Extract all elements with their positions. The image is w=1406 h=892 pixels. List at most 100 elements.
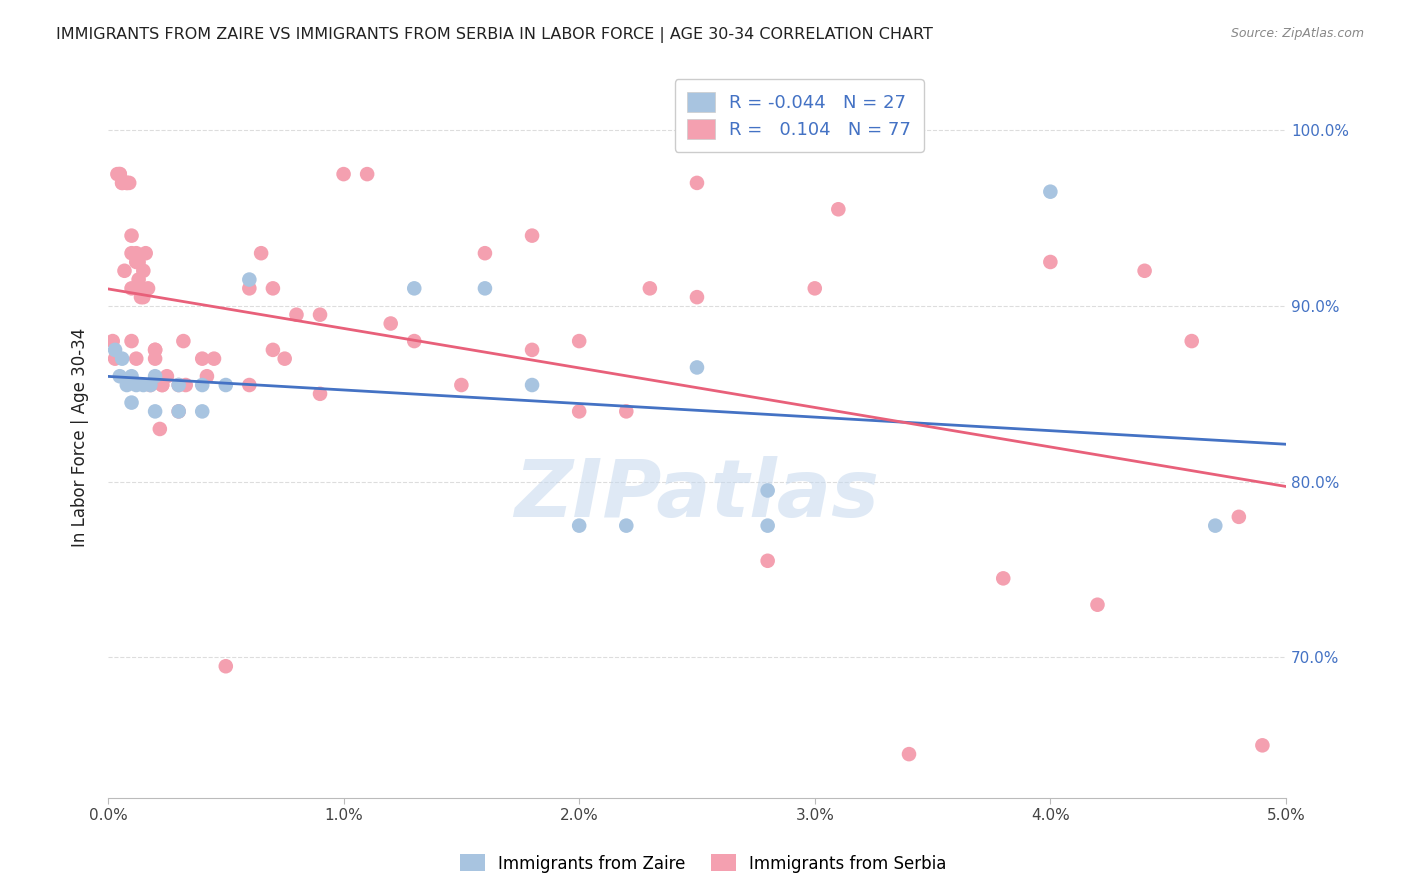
- Point: [238, 272, 260, 286]
- Point: [104, 351, 127, 366]
- Point: [149, 422, 172, 436]
- Point: [614, 518, 637, 533]
- Point: [139, 378, 162, 392]
- Point: [756, 554, 779, 568]
- Point: [125, 351, 148, 366]
- Point: [1204, 518, 1226, 533]
- Point: [129, 290, 152, 304]
- Point: [332, 167, 354, 181]
- Point: [404, 334, 426, 348]
- Point: [125, 255, 148, 269]
- Point: [474, 246, 496, 260]
- Point: [1181, 334, 1204, 348]
- Point: [380, 317, 402, 331]
- Point: [150, 378, 173, 392]
- Point: [143, 369, 166, 384]
- Point: [568, 404, 591, 418]
- Point: [121, 395, 143, 409]
- Point: [132, 264, 155, 278]
- Point: [614, 404, 637, 418]
- Legend: Immigrants from Zaire, Immigrants from Serbia: Immigrants from Zaire, Immigrants from S…: [453, 847, 953, 880]
- Point: [128, 272, 150, 286]
- Point: [167, 404, 190, 418]
- Point: [262, 281, 284, 295]
- Point: [756, 483, 779, 498]
- Point: [143, 351, 166, 366]
- Point: [568, 518, 591, 533]
- Point: [568, 334, 591, 348]
- Point: [101, 334, 124, 348]
- Point: [136, 281, 159, 295]
- Point: [1087, 598, 1109, 612]
- Point: [1227, 509, 1250, 524]
- Point: [121, 281, 143, 295]
- Point: [898, 747, 921, 761]
- Text: Source: ZipAtlas.com: Source: ZipAtlas.com: [1230, 27, 1364, 40]
- Point: [215, 659, 238, 673]
- Point: [114, 264, 136, 278]
- Point: [115, 378, 138, 392]
- Point: [250, 246, 273, 260]
- Point: [115, 176, 138, 190]
- Point: [128, 281, 150, 295]
- Point: [273, 351, 295, 366]
- Text: IMMIGRANTS FROM ZAIRE VS IMMIGRANTS FROM SERBIA IN LABOR FORCE | AGE 30-34 CORRE: IMMIGRANTS FROM ZAIRE VS IMMIGRANTS FROM…: [56, 27, 934, 43]
- Point: [1039, 185, 1062, 199]
- Point: [132, 290, 155, 304]
- Point: [125, 378, 148, 392]
- Point: [1251, 739, 1274, 753]
- Point: [156, 369, 179, 384]
- Point: [121, 334, 143, 348]
- Point: [132, 378, 155, 392]
- Point: [143, 343, 166, 357]
- Point: [756, 518, 779, 533]
- Point: [686, 360, 709, 375]
- Y-axis label: In Labor Force | Age 30-34: In Labor Force | Age 30-34: [72, 328, 89, 548]
- Point: [474, 281, 496, 295]
- Point: [285, 308, 308, 322]
- Point: [404, 281, 426, 295]
- Point: [139, 378, 162, 392]
- Point: [202, 351, 225, 366]
- Point: [172, 334, 194, 348]
- Point: [191, 378, 214, 392]
- Point: [111, 176, 134, 190]
- Point: [238, 378, 260, 392]
- Point: [143, 343, 166, 357]
- Point: [167, 404, 190, 418]
- Point: [827, 202, 849, 217]
- Point: [191, 404, 214, 418]
- Point: [1133, 264, 1156, 278]
- Point: [262, 343, 284, 357]
- Point: [686, 290, 709, 304]
- Point: [638, 281, 661, 295]
- Point: [803, 281, 825, 295]
- Point: [520, 378, 543, 392]
- Point: [115, 176, 138, 190]
- Point: [309, 308, 332, 322]
- Point: [195, 369, 218, 384]
- Point: [450, 378, 472, 392]
- Point: [191, 351, 214, 366]
- Point: [143, 404, 166, 418]
- Point: [167, 378, 190, 392]
- Point: [686, 176, 709, 190]
- Point: [135, 246, 157, 260]
- Point: [121, 369, 143, 384]
- Text: ZIPatlas: ZIPatlas: [515, 457, 880, 534]
- Point: [108, 167, 131, 181]
- Point: [111, 351, 134, 366]
- Legend: R = -0.044   N = 27, R =   0.104   N = 77: R = -0.044 N = 27, R = 0.104 N = 77: [675, 79, 924, 152]
- Point: [118, 176, 141, 190]
- Point: [993, 571, 1015, 585]
- Point: [174, 378, 197, 392]
- Point: [107, 167, 129, 181]
- Point: [167, 378, 190, 392]
- Point: [520, 228, 543, 243]
- Point: [150, 378, 173, 392]
- Point: [108, 369, 131, 384]
- Point: [104, 343, 127, 357]
- Point: [309, 386, 332, 401]
- Point: [356, 167, 378, 181]
- Point: [238, 281, 260, 295]
